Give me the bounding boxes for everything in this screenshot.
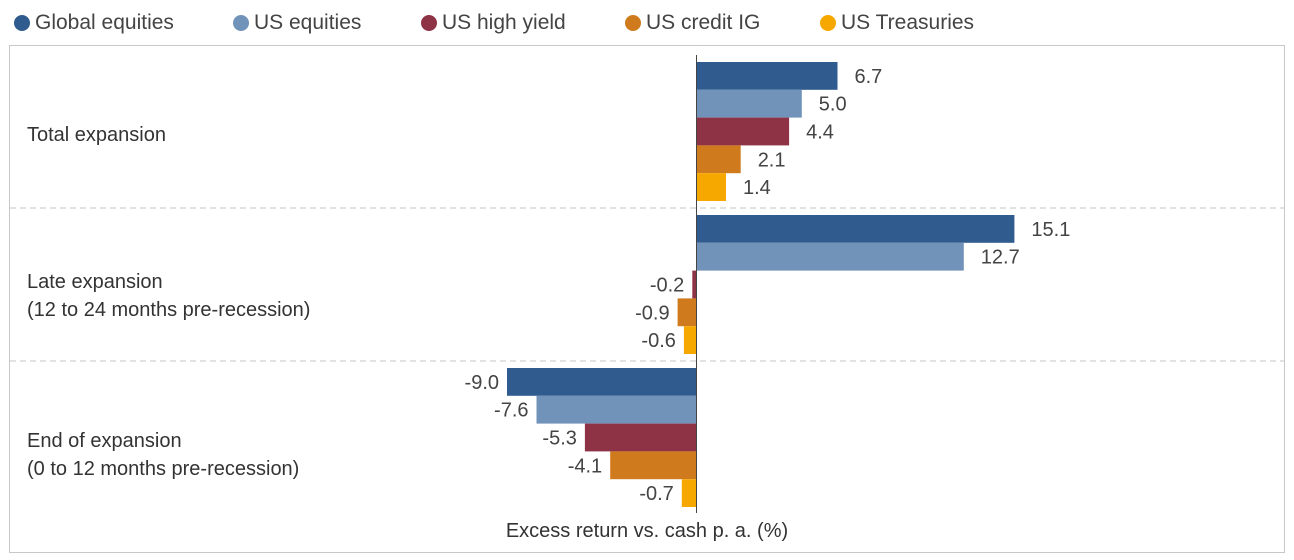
bar-global-equities-total-expansion[interactable]	[696, 62, 838, 90]
legend-swatch-us-credit-ig	[625, 15, 641, 31]
bar-us-equities-late-expansion[interactable]	[696, 242, 964, 271]
legend-label-us-equities: US equities	[254, 11, 362, 34]
bar-global-equities-late-expansion[interactable]	[696, 215, 1015, 243]
category-label-line: Total expansion	[27, 124, 166, 146]
bar-us-treasuries-total-expansion[interactable]	[696, 173, 727, 201]
data-label-us-credit-ig-end-of-expansion: -4.1	[568, 455, 602, 477]
legend-label-us-credit-ig: US credit IG	[646, 11, 761, 34]
category-label-total-expansion: Total expansion	[27, 121, 166, 149]
data-label-us-credit-ig-total-expansion: 2.1	[758, 149, 786, 171]
data-label-us-treasuries-total-expansion: 1.4	[743, 177, 771, 199]
legend-item-global-equities[interactable]: Global equities	[14, 9, 174, 37]
bar-us-high-yield-end-of-expansion[interactable]	[584, 423, 697, 452]
legend-swatch-us-treasuries	[820, 15, 836, 31]
bar-us-equities-end-of-expansion[interactable]	[536, 395, 697, 424]
legend-item-us-high-yield[interactable]: US high yield	[421, 9, 566, 37]
bar-us-credit-ig-total-expansion[interactable]	[696, 145, 741, 174]
legend-swatch-global-equities	[14, 15, 30, 31]
plot-area	[9, 45, 1285, 553]
category-label-end-of-expansion: End of expansion (0 to 12 months pre-rec…	[27, 427, 299, 483]
bar-us-equities-total-expansion[interactable]	[696, 89, 802, 118]
x-axis-title: Excess return vs. cash p. a. (%)	[505, 520, 789, 542]
data-label-us-equities-total-expansion: 5.0	[819, 94, 847, 116]
bar-us-treasuries-end-of-expansion[interactable]	[681, 479, 697, 507]
data-label-global-equities-end-of-expansion: -9.0	[465, 372, 499, 394]
legend-swatch-us-equities	[233, 15, 249, 31]
category-label-line: End of expansion	[27, 430, 182, 452]
data-label-global-equities-late-expansion: 15.1	[1031, 219, 1070, 241]
legend-item-us-treasuries[interactable]: US Treasuries	[820, 9, 974, 37]
category-label-line: (12 to 24 months pre-recession)	[27, 299, 311, 321]
data-label-global-equities-total-expansion: 6.7	[855, 66, 883, 88]
bar-us-credit-ig-late-expansion[interactable]	[677, 298, 697, 327]
legend-swatch-us-high-yield	[421, 15, 437, 31]
legend: Global equities US equities US high yiel…	[0, 0, 1294, 44]
data-label-us-credit-ig-late-expansion: -0.9	[635, 302, 669, 324]
category-label-late-expansion: Late expansion (12 to 24 months pre-rece…	[27, 268, 310, 324]
bar-us-high-yield-total-expansion[interactable]	[696, 117, 790, 146]
category-label-line: (0 to 12 months pre-recession)	[27, 458, 300, 480]
data-label-us-high-yield-end-of-expansion: -5.3	[542, 428, 576, 450]
data-label-us-high-yield-total-expansion: 4.4	[806, 122, 834, 144]
data-label-us-equities-end-of-expansion: -7.6	[494, 400, 528, 422]
legend-label-us-high-yield: US high yield	[442, 11, 566, 34]
legend-label-us-treasuries: US Treasuries	[841, 11, 975, 34]
category-label-line: Late expansion	[27, 271, 163, 293]
data-label-us-treasuries-late-expansion: -0.6	[641, 330, 675, 352]
data-label-us-high-yield-late-expansion: -0.2	[650, 275, 684, 297]
bar-global-equities-end-of-expansion[interactable]	[507, 368, 697, 396]
bar-us-credit-ig-end-of-expansion[interactable]	[610, 451, 697, 480]
legend-item-us-equities[interactable]: US equities	[233, 9, 361, 37]
legend-label-global-equities: Global equities	[35, 11, 174, 34]
data-label-us-equities-late-expansion: 12.7	[981, 247, 1020, 269]
legend-item-us-credit-ig[interactable]: US credit IG	[625, 9, 760, 37]
bar-us-high-yield-late-expansion[interactable]	[692, 270, 697, 299]
data-label-us-treasuries-end-of-expansion: -0.7	[639, 483, 673, 505]
bar-us-treasuries-late-expansion[interactable]	[683, 326, 697, 354]
